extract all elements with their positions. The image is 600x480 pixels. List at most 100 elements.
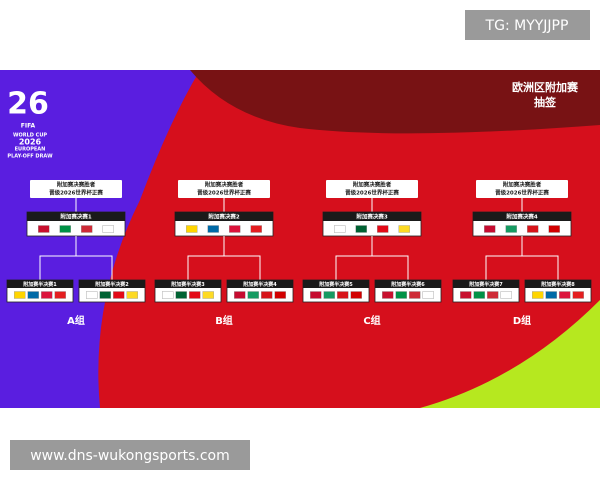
flag [229,225,241,233]
flag [234,291,246,299]
flag [548,225,560,233]
header-subtitle: 抽签 [534,95,557,109]
logo-brand: FIFA [21,123,36,130]
final-header [175,212,273,221]
flag [422,291,434,299]
semi-header [303,280,369,288]
final-header [473,212,571,221]
winner-text: 附加赛决赛胜者 [205,181,244,189]
flag [323,291,335,299]
flag [532,291,544,299]
flag [274,291,286,299]
flag [334,225,346,233]
flag [175,291,187,299]
flag [473,291,485,299]
semi-header [525,280,591,288]
flag [41,291,53,299]
final-label: 附加赛决赛4 [506,213,538,221]
bg-maroon [190,70,600,134]
semi-label: 附加赛半决赛7 [469,281,503,288]
flag [81,225,93,233]
flag [500,291,512,299]
bg-red [98,70,600,408]
group-label: D组 [513,314,531,327]
flag [487,291,499,299]
flag [310,291,322,299]
logo-line: WORLD CUP [13,133,47,139]
logo-line: EUROPEAN [15,147,46,153]
semi-header [155,280,221,288]
flag [202,291,214,299]
final-header [27,212,125,221]
bg-lime [420,300,600,408]
watermark: www.dns-wukongsports.com [30,448,230,464]
flag [572,291,584,299]
flag [398,225,410,233]
semi-header [7,280,73,288]
winner-box [30,180,122,198]
semi-label: 附加赛半决赛5 [319,281,353,288]
header-title: 欧洲区附加赛 [512,80,579,94]
group-label: B组 [215,314,233,327]
semi-label: 附加赛半决赛8 [541,281,575,288]
flag [59,225,71,233]
flag [460,291,472,299]
flag [113,291,125,299]
winner-text: 晋级2026世界杯正赛 [197,189,251,197]
flag [250,225,262,233]
winner-box [178,180,270,198]
flag [559,291,571,299]
group-label: C组 [363,314,380,327]
flag [126,291,138,299]
flag [409,291,421,299]
flag [505,225,517,233]
flag [261,291,273,299]
flag [86,291,98,299]
logo-line: PLAY-OFF DRAW [7,154,53,160]
flag [350,291,362,299]
winner-text: 晋级2026世界杯正赛 [49,189,103,197]
flag [377,225,389,233]
logo-line: 2026 [19,138,42,147]
winner-text: 附加赛决赛胜者 [503,181,542,189]
semi-label: 附加赛半决赛2 [95,281,129,288]
connector [187,236,261,280]
flag [14,291,26,299]
final-header [323,212,421,221]
background [0,70,600,408]
winner-text: 附加赛决赛胜者 [353,181,392,189]
semi-label: 附加赛半决赛6 [391,281,425,288]
final-label: 附加赛决赛1 [60,213,92,221]
flag [54,291,66,299]
flag [355,225,367,233]
flag [102,225,114,233]
flag [38,225,50,233]
group-label: A组 [67,314,85,327]
watermark-box [465,10,590,40]
flag [27,291,39,299]
connector [39,236,113,280]
connector [335,236,409,280]
winner-text: 晋级2026世界杯正赛 [495,189,549,197]
logo-number: 26 [7,87,49,122]
semi-header [375,280,441,288]
semi-label: 附加赛半决赛1 [23,281,57,288]
flag [527,225,539,233]
flag [189,291,201,299]
flag [99,291,111,299]
flag [247,291,259,299]
flag [337,291,349,299]
semi-label: 附加赛半决赛3 [171,281,205,288]
winner-box [476,180,568,198]
semi-label: 附加赛半决赛4 [243,281,277,288]
flag [186,225,198,233]
flag [162,291,174,299]
connector [485,236,559,280]
winner-text: 附加赛决赛胜者 [57,181,96,189]
watermark-box [10,440,250,470]
flag [484,225,496,233]
semi-header [79,280,145,288]
final-label: 附加赛决赛2 [208,213,240,221]
